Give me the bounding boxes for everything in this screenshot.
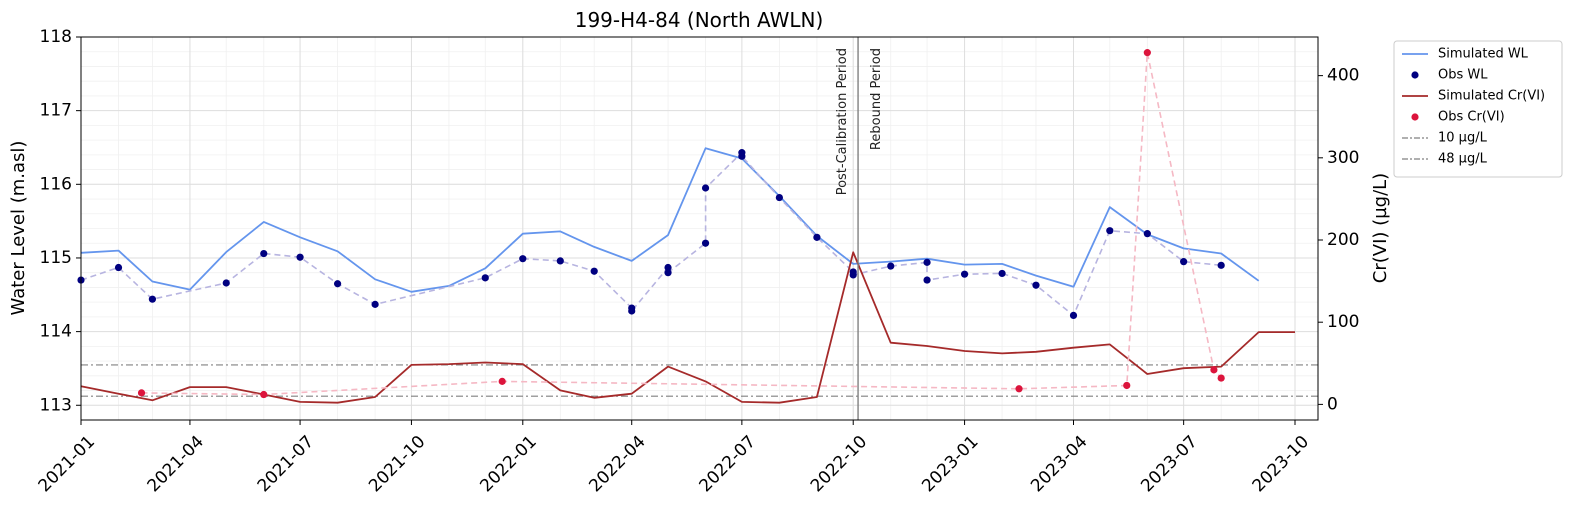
- y-left-tick-label: 118: [40, 27, 72, 47]
- data-point: [923, 276, 931, 284]
- y-left-tick-label: 114: [40, 322, 72, 342]
- x-tick-label: 2023-10: [1249, 432, 1313, 496]
- y-right-tick-label: 400: [1327, 66, 1359, 86]
- y-right-tick-label: 0: [1327, 394, 1338, 414]
- x-tick-label: 2022-01: [476, 432, 540, 496]
- data-point: [1143, 49, 1151, 57]
- data-point: [1217, 374, 1225, 382]
- y-right-tick-label: 300: [1327, 148, 1359, 168]
- data-point: [222, 279, 230, 287]
- y-left-tick-label: 116: [40, 174, 72, 194]
- data-point: [137, 389, 146, 397]
- data-point: [1015, 385, 1023, 393]
- y-left-tick-label: 115: [40, 248, 72, 268]
- x-tick-label: 2023-04: [1027, 432, 1091, 496]
- legend-label: 10 µg/L: [1438, 131, 1488, 146]
- y-axis-right-label: Cr(VI) (µg/L): [1370, 173, 1391, 283]
- rebound-label: Rebound Period: [869, 48, 884, 150]
- data-point: [371, 300, 379, 308]
- data-point: [1210, 366, 1218, 374]
- y-axis-left: 113 114 115 116 117 118: [40, 27, 81, 415]
- data-point: [556, 257, 564, 265]
- legend-label: Obs Cr(VI): [1438, 110, 1505, 125]
- data-point: [664, 263, 672, 272]
- legend-box: [1393, 40, 1563, 178]
- data-point: [738, 152, 746, 160]
- data-point: [849, 271, 857, 279]
- legend-label: Simulated WL: [1438, 47, 1529, 62]
- series-line: [80, 251, 1295, 404]
- legend-label: Obs WL: [1438, 68, 1488, 83]
- data-point: [498, 377, 506, 385]
- data-point: [1123, 381, 1131, 390]
- series-line-dashed: [141, 52, 1222, 396]
- x-tick-label: 2021-10: [365, 432, 429, 496]
- series-line: [80, 147, 1260, 293]
- x-tick-label: 2022-10: [807, 432, 871, 496]
- data-point: [296, 253, 304, 261]
- x-tick-label: 2021-04: [144, 432, 208, 496]
- data-point: [519, 255, 527, 263]
- y-left-tick-label: 113: [40, 395, 72, 415]
- data-point: [887, 262, 895, 270]
- chart-title: 199-H4-84 (North AWLN): [575, 8, 824, 32]
- data-point: [701, 184, 710, 192]
- legend-label: 48 µg/L: [1438, 152, 1488, 167]
- data-point: [960, 270, 969, 278]
- legend: Simulated WL Obs WL Simulated Cr(VI) Obs Cr…: [1393, 40, 1563, 178]
- x-tick-label: 2021-01: [35, 432, 99, 496]
- data-point: [1106, 227, 1114, 235]
- series-line-dashed: [80, 150, 1222, 317]
- legend-label: Simulated Cr(VI): [1438, 89, 1545, 104]
- data-point: [1217, 261, 1225, 269]
- y-right-tick-label: 200: [1327, 230, 1359, 250]
- legend-swatch-marker: [1411, 71, 1419, 79]
- y-right-tick-label: 100: [1327, 312, 1359, 332]
- y-axis-right: 0 100 200 300 400: [1318, 66, 1359, 414]
- data-point: [333, 280, 342, 288]
- period-marker: Post-Calibration Period Rebound Period: [835, 37, 884, 420]
- data-point: [813, 233, 821, 241]
- data-point: [260, 390, 268, 399]
- x-tick-label: 2021-07: [254, 432, 318, 496]
- data-point: [701, 239, 710, 247]
- data-point: [148, 295, 157, 303]
- data-point: [260, 249, 268, 258]
- data-point: [1032, 281, 1040, 289]
- data-point: [923, 258, 931, 266]
- x-tick-label: 2023-01: [918, 432, 982, 496]
- legend-swatch-marker: [1411, 113, 1419, 121]
- x-axis: 2021-01 2021-04 2021-07 2021-10 2022-01 2022-…: [35, 420, 1313, 496]
- data-point: [664, 269, 672, 277]
- x-tick-label: 2022-07: [696, 432, 760, 496]
- x-tick-label: 2022-04: [585, 432, 649, 496]
- data-point: [1180, 258, 1188, 266]
- y-axis-left-label: Water Level (m.asl): [8, 141, 29, 316]
- data-point: [998, 269, 1006, 278]
- x-tick-label: 2023-07: [1137, 432, 1201, 496]
- y-left-tick-label: 117: [40, 101, 72, 121]
- data-point: [481, 274, 489, 282]
- threshold-lines: [81, 364, 1318, 397]
- plot-frame: [80, 36, 1319, 421]
- data-point: [590, 267, 598, 275]
- data-point: [1143, 230, 1151, 238]
- data-point: [775, 193, 783, 202]
- data-point: [628, 307, 636, 315]
- data-point: [1069, 311, 1078, 320]
- series-layer: [77, 49, 1295, 404]
- data-point: [114, 263, 123, 272]
- post-calibration-label: Post-Calibration Period: [835, 48, 850, 195]
